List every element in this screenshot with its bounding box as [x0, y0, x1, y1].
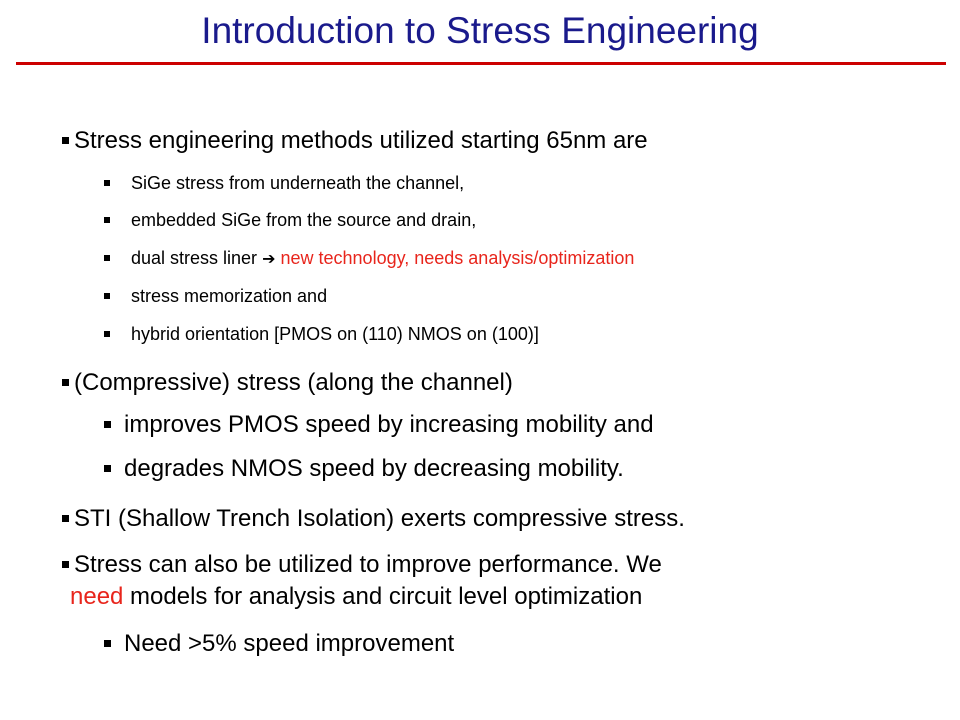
- bullet-text: Stress engineering methods utilized star…: [74, 127, 648, 154]
- sub-bullet-text: SiGe stress from underneath the channel,: [131, 173, 465, 193]
- bullet-text: models for analysis and circuit level op…: [123, 583, 643, 610]
- bullet-text: (Compressive) stress (along the channel): [74, 369, 513, 396]
- square-bullet-icon: [104, 217, 110, 223]
- square-bullet-icon: [104, 180, 110, 186]
- sub-bullet-line: dual stress liner ➔ new technology, need…: [131, 246, 634, 271]
- sub-bullet-text: embedded SiGe from the source and drain,: [131, 210, 477, 230]
- square-bullet-icon: [104, 255, 110, 261]
- sub-bullet-text: hybrid orientation [PMOS on (110) NMOS o…: [131, 324, 539, 344]
- sub-bullet-text: stress memorization and: [131, 286, 328, 306]
- bullet-text: STI (Shallow Trench Isolation) exerts co…: [74, 505, 685, 532]
- sub-bullet-text: degrades NMOS speed by decreasing mobili…: [124, 455, 624, 482]
- title-divider: [16, 62, 946, 65]
- square-bullet-icon: [104, 465, 111, 472]
- bullet-text: Stress can also be utilized to improve p…: [74, 551, 662, 578]
- square-bullet-icon: [104, 293, 110, 299]
- highlight-text: need: [70, 583, 124, 610]
- square-bullet-icon: [62, 515, 69, 522]
- arrow-right-icon: ➔: [262, 249, 276, 268]
- sub-bullet-text: Need >5% speed improvement: [124, 630, 455, 657]
- bullet-text-continued: need models for analysis and circuit lev…: [70, 583, 642, 611]
- square-bullet-icon: [62, 379, 69, 386]
- square-bullet-icon: [104, 640, 111, 647]
- square-bullet-icon: [104, 331, 110, 337]
- sub-bullet-text: improves PMOS speed by increasing mobili…: [124, 411, 654, 438]
- square-bullet-icon: [62, 137, 69, 144]
- slide-title: Introduction to Stress Engineering: [201, 10, 759, 51]
- sub-bullet-text: dual stress liner: [131, 248, 258, 268]
- square-bullet-icon: [62, 561, 69, 568]
- highlight-text: new technology, needs analysis/optimizat…: [280, 248, 635, 268]
- square-bullet-icon: [104, 421, 111, 428]
